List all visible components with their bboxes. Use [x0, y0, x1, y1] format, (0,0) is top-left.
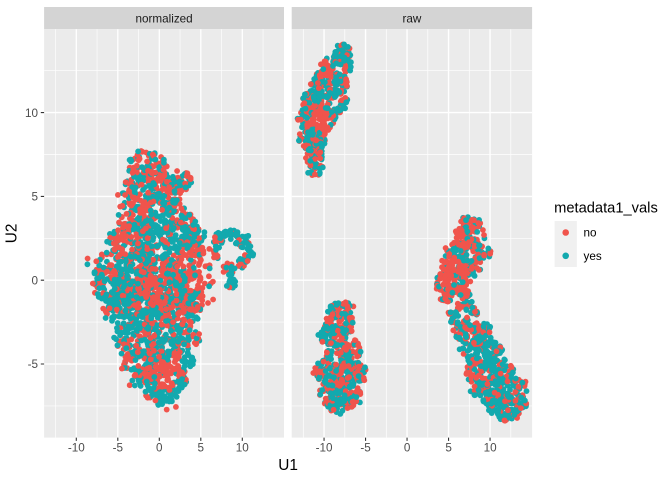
svg-text:10: 10	[25, 107, 39, 120]
svg-text:-5: -5	[28, 358, 39, 371]
svg-text:5: 5	[198, 441, 205, 454]
svg-text:-10: -10	[68, 441, 85, 454]
svg-text:metadata1_vals: metadata1_vals	[554, 201, 658, 217]
svg-text:normalized: normalized	[136, 13, 193, 26]
svg-text:0: 0	[404, 441, 411, 454]
svg-text:0: 0	[31, 274, 38, 287]
svg-text:U1: U1	[278, 457, 298, 474]
svg-text:U2: U2	[4, 224, 21, 244]
svg-text:5: 5	[445, 441, 452, 454]
svg-text:5: 5	[31, 191, 38, 204]
svg-text:0: 0	[156, 441, 163, 454]
svg-text:-10: -10	[316, 441, 333, 454]
svg-text:no: no	[584, 227, 598, 240]
svg-text:yes: yes	[584, 250, 602, 263]
svg-text:10: 10	[236, 441, 250, 454]
svg-text:-5: -5	[113, 441, 124, 454]
svg-text:-5: -5	[360, 441, 371, 454]
svg-text:10: 10	[484, 441, 498, 454]
svg-text:raw: raw	[402, 13, 421, 26]
